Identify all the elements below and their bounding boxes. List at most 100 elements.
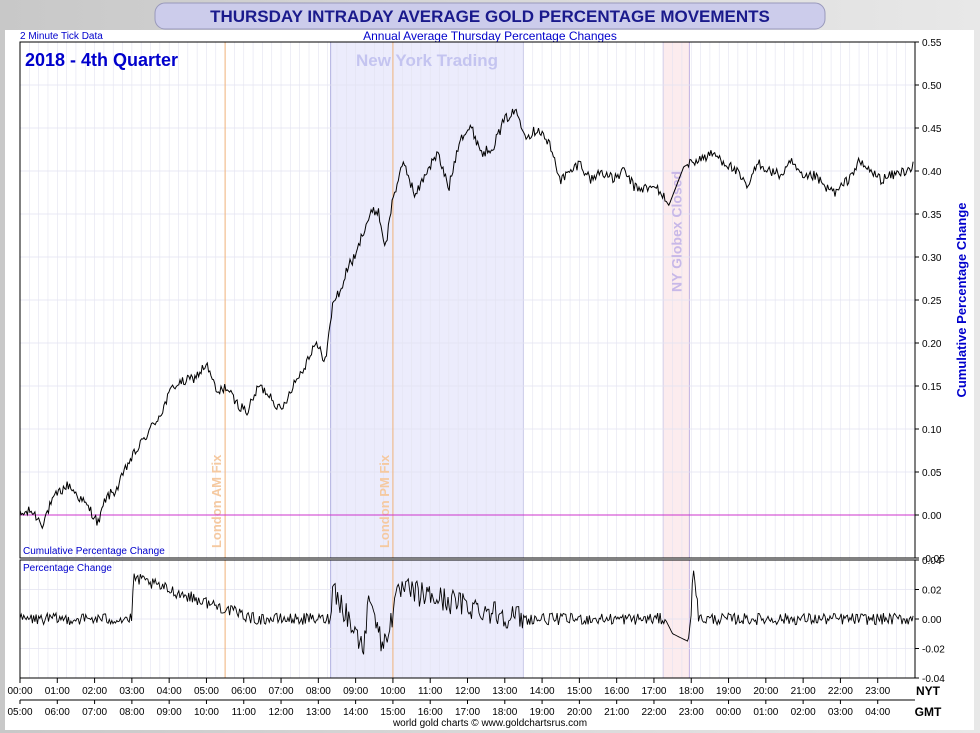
x-tick-label-gmt: 11:00: [232, 707, 257, 718]
london-pm-fix-label: London PM Fix: [377, 454, 392, 548]
x-tick-label-gmt: 19:00: [530, 707, 555, 718]
x-tick-label-gmt: 16:00: [418, 707, 443, 718]
cumulative-data-point: [415, 196, 416, 197]
percentage-data-point: [665, 619, 666, 620]
cumulative-data-point: [769, 171, 770, 172]
y-tick-label: 0.45: [922, 124, 942, 135]
x-tick-label-nyt: 03:00: [119, 686, 144, 697]
y-tick-label: -0.02: [922, 645, 945, 656]
cumulative-data-point: [847, 179, 848, 180]
y-tick-label: 0.02: [922, 586, 942, 597]
x-tick-label-nyt: 22:00: [828, 686, 853, 697]
title-bar: [154, 2, 826, 30]
tick-data-note: 2 Minute Tick Data: [20, 31, 103, 42]
x-tick-label-nyt: 15:00: [567, 686, 592, 697]
cumulative-data-point: [90, 510, 91, 511]
globex-closed-label: NY Globex Closed: [668, 171, 684, 292]
cumulative-data-point: [913, 166, 914, 167]
x-tick-label-gmt: 07:00: [82, 707, 107, 718]
x-tick-label-nyt: 06:00: [231, 686, 256, 697]
percentage-data-point: [363, 648, 364, 649]
y-tick-label: 0.00: [922, 511, 942, 522]
cumulative-data-point: [825, 188, 826, 189]
cumulative-data-point: [150, 429, 151, 430]
cumulative-data-point: [504, 119, 505, 120]
cumulative-data-point: [702, 158, 703, 159]
cumulative-data-point: [657, 188, 658, 189]
x-tick-label-gmt: 14:00: [343, 707, 368, 718]
cumulative-data-point: [803, 179, 804, 180]
cumulative-data-point: [184, 381, 185, 382]
y-tick-label: -0.05: [922, 554, 945, 565]
cumulative-data-point: [683, 166, 684, 167]
cumulative-data-point: [691, 162, 692, 163]
cumulative-data-point: [646, 188, 647, 189]
x-tick-label-gmt: 17:00: [455, 707, 480, 718]
cumulative-data-point: [236, 403, 237, 404]
cumulative-data-point: [225, 386, 226, 387]
cumulative-data-point: [325, 360, 326, 361]
percentage-data-point: [131, 619, 132, 620]
cumulative-data-point: [870, 171, 871, 172]
x-tick-label-gmt: 21:00: [604, 707, 629, 718]
cumulative-data-point: [460, 136, 461, 137]
x-tick-label-nyt: 16:00: [604, 686, 629, 697]
cumulative-data-point: [471, 128, 472, 129]
x-tick-label-gmt: 06:00: [45, 707, 70, 718]
x-tick-label-nyt: 02:00: [82, 686, 107, 697]
cumulative-data-point: [258, 386, 259, 387]
x-tick-label-nyt: 05:00: [194, 686, 219, 697]
cumulative-data-point: [314, 343, 315, 344]
cumulative-data-point: [217, 394, 218, 395]
cumulative-data-point: [527, 136, 528, 137]
london-am-fix-label: London AM Fix: [209, 454, 224, 548]
percentage-data-point: [691, 619, 692, 620]
y-tick-label: 0.55: [922, 38, 942, 49]
cumulative-data-point: [515, 110, 516, 111]
cumulative-data-point: [79, 497, 80, 498]
x-tick-label-gmt: 00:00: [716, 707, 741, 718]
x-tick-label-gmt: 09:00: [157, 707, 182, 718]
cumulative-data-point: [206, 364, 207, 365]
cumulative-data-point: [791, 162, 792, 163]
percentage-data-point: [803, 619, 804, 620]
cumulative-data-point: [105, 497, 106, 498]
cumulative-data-point: [590, 179, 591, 180]
cumulative-panel-label: Cumulative Percentage Change: [23, 546, 165, 557]
percentage-data-point: [333, 586, 334, 587]
percentage-data-point: [523, 619, 524, 620]
new-york-trading-label: New York Trading: [356, 51, 498, 70]
y-tick-label: 0.30: [922, 253, 942, 264]
x-tick-label-nyt: 01:00: [45, 686, 70, 697]
percentage-data-point: [381, 648, 382, 649]
cumulative-data-point: [612, 179, 613, 180]
percentage-panel-label: Percentage Change: [23, 563, 112, 574]
cumulative-data-point: [560, 179, 561, 180]
cumulative-data-point: [758, 162, 759, 163]
cumulative-data-point: [292, 386, 293, 387]
cumulative-data-point: [281, 411, 282, 412]
right-axis-label: Cumulative Percentage Change: [954, 202, 969, 397]
y-tick-label: 0.50: [922, 81, 942, 92]
period-label: 2018 - 4th Quarter: [25, 50, 178, 70]
x-tick-label-nyt: 23:00: [865, 686, 890, 697]
y-tick-label: -0.04: [922, 674, 945, 685]
x-tick-label-gmt: 23:00: [679, 707, 704, 718]
percentage-data-point: [329, 619, 330, 620]
cumulative-data-point: [195, 377, 196, 378]
x-tick-label-gmt: 22:00: [641, 707, 666, 718]
y-tick-label: 0.20: [922, 339, 942, 350]
cumulative-data-point: [340, 291, 341, 292]
x-tick-label-nyt: 07:00: [269, 686, 294, 697]
cumulative-data-point: [348, 265, 349, 266]
cumulative-data-point: [668, 205, 669, 206]
percentage-panel: Percentage Change 0.04 0.02 0.00 -0.02 -0.04: [19, 556, 945, 685]
cumulative-data-point: [482, 153, 483, 154]
cumulative-data-point: [161, 411, 162, 412]
cumulative-data-point: [538, 128, 539, 129]
x-tick-label-nyt: 13:00: [492, 686, 517, 697]
cumulative-data-point: [601, 171, 602, 172]
cumulative-data-point: [128, 463, 129, 464]
percentage-data-point: [400, 589, 401, 590]
